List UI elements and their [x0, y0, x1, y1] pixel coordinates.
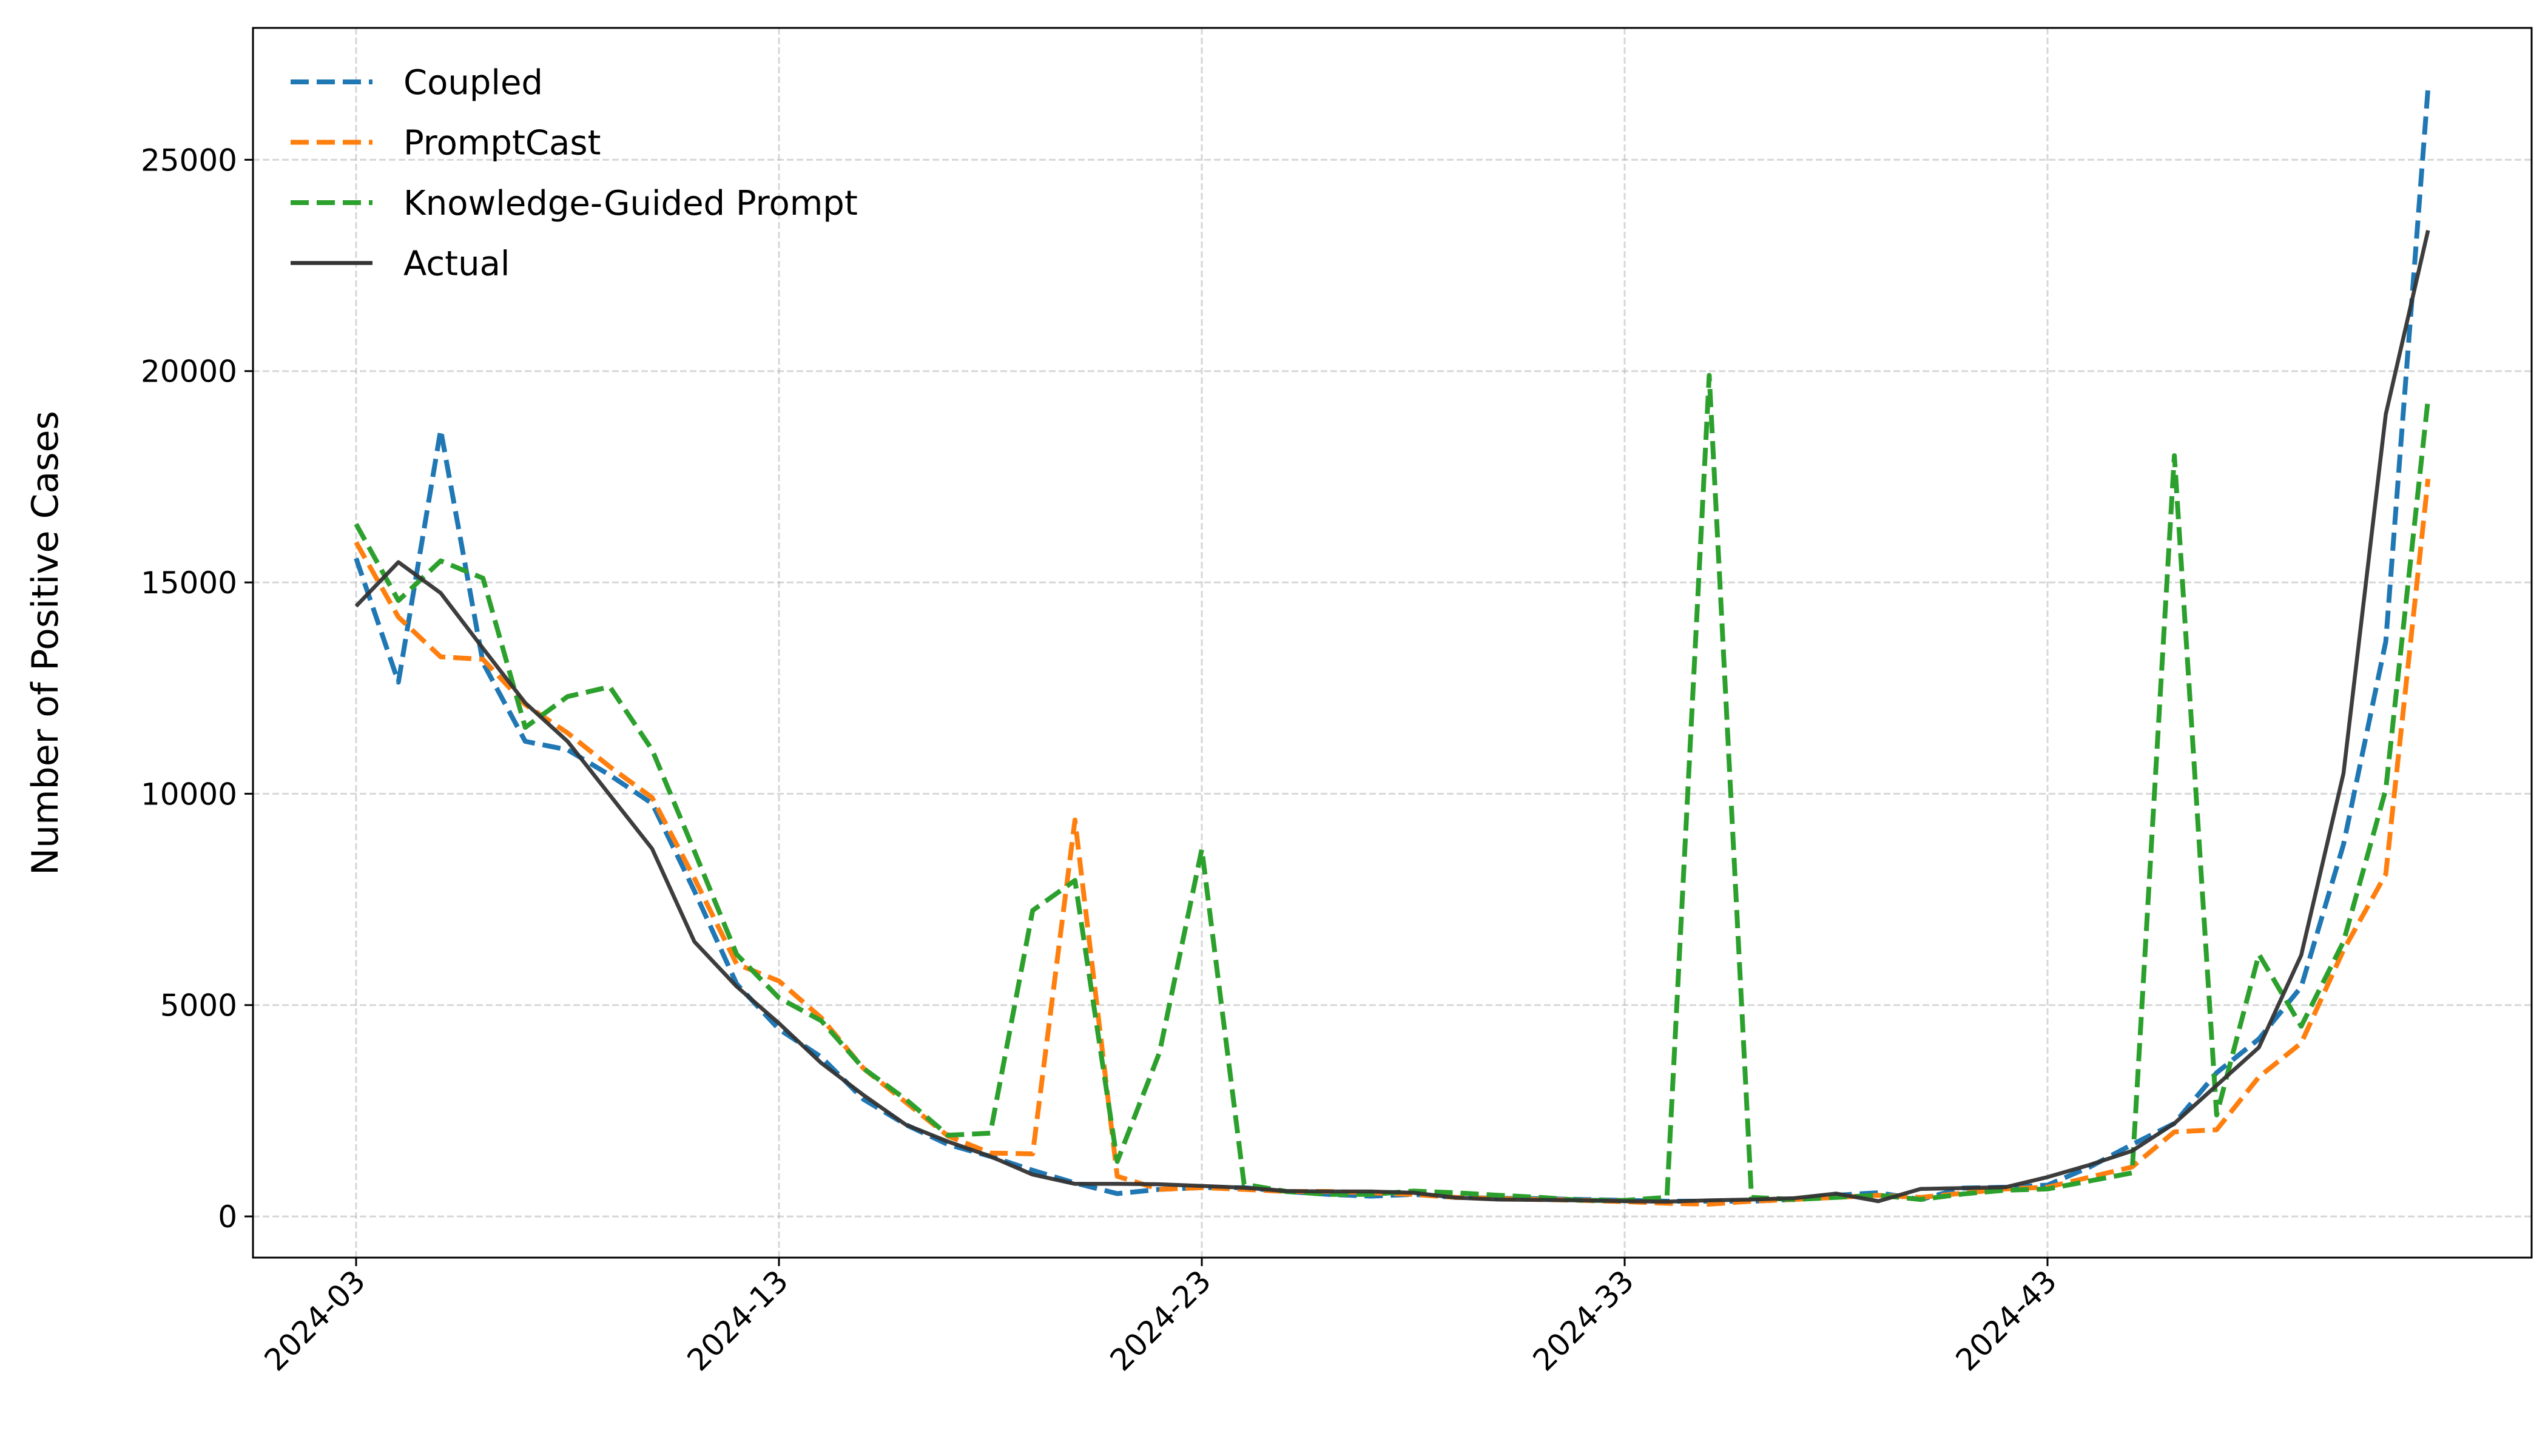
y-axis: 0 5000 10000 15000 20000 25000 — [141, 143, 253, 1235]
y-axis-label: Number of Positive Cases — [24, 411, 67, 875]
series-line-knowledge-guided-prompt — [354, 372, 2431, 1203]
x-tick-label: 2024-43 — [1949, 1263, 2064, 1378]
y-tick-label: 10000 — [141, 777, 237, 812]
grid — [253, 28, 2532, 1258]
y-tick-label: 5000 — [160, 988, 237, 1023]
legend-label-knowledge-guided-prompt: Knowledge-Guided Prompt — [403, 184, 858, 223]
series-lines — [354, 87, 2431, 1207]
x-tick-label: 2024-33 — [1526, 1263, 1641, 1378]
plot-frame — [252, 27, 2533, 1259]
x-tick-label: 2024-23 — [1104, 1263, 1218, 1378]
x-tick-label: 2024-13 — [681, 1263, 795, 1378]
legend-label-coupled: Coupled — [403, 63, 543, 103]
legend: Coupled PromptCast Knowledge-Guided Prompt… — [291, 63, 858, 284]
y-tick-label: 20000 — [141, 354, 237, 389]
y-tick-label: 25000 — [141, 143, 237, 178]
y-tick-label: 0 — [218, 1199, 237, 1235]
legend-label-actual: Actual — [403, 244, 510, 284]
y-tick-label: 15000 — [141, 565, 237, 601]
legend-label-promptcast: PromptCast — [403, 124, 601, 163]
x-tick-label: 2024-03 — [258, 1263, 372, 1378]
series-line-coupled — [354, 87, 2431, 1204]
series-line-actual — [354, 229, 2430, 1204]
x-axis: 2024-03 2024-13 2024-23 2024-33 2024-43 — [258, 1258, 2064, 1378]
series-line-promptcast — [354, 478, 2431, 1207]
